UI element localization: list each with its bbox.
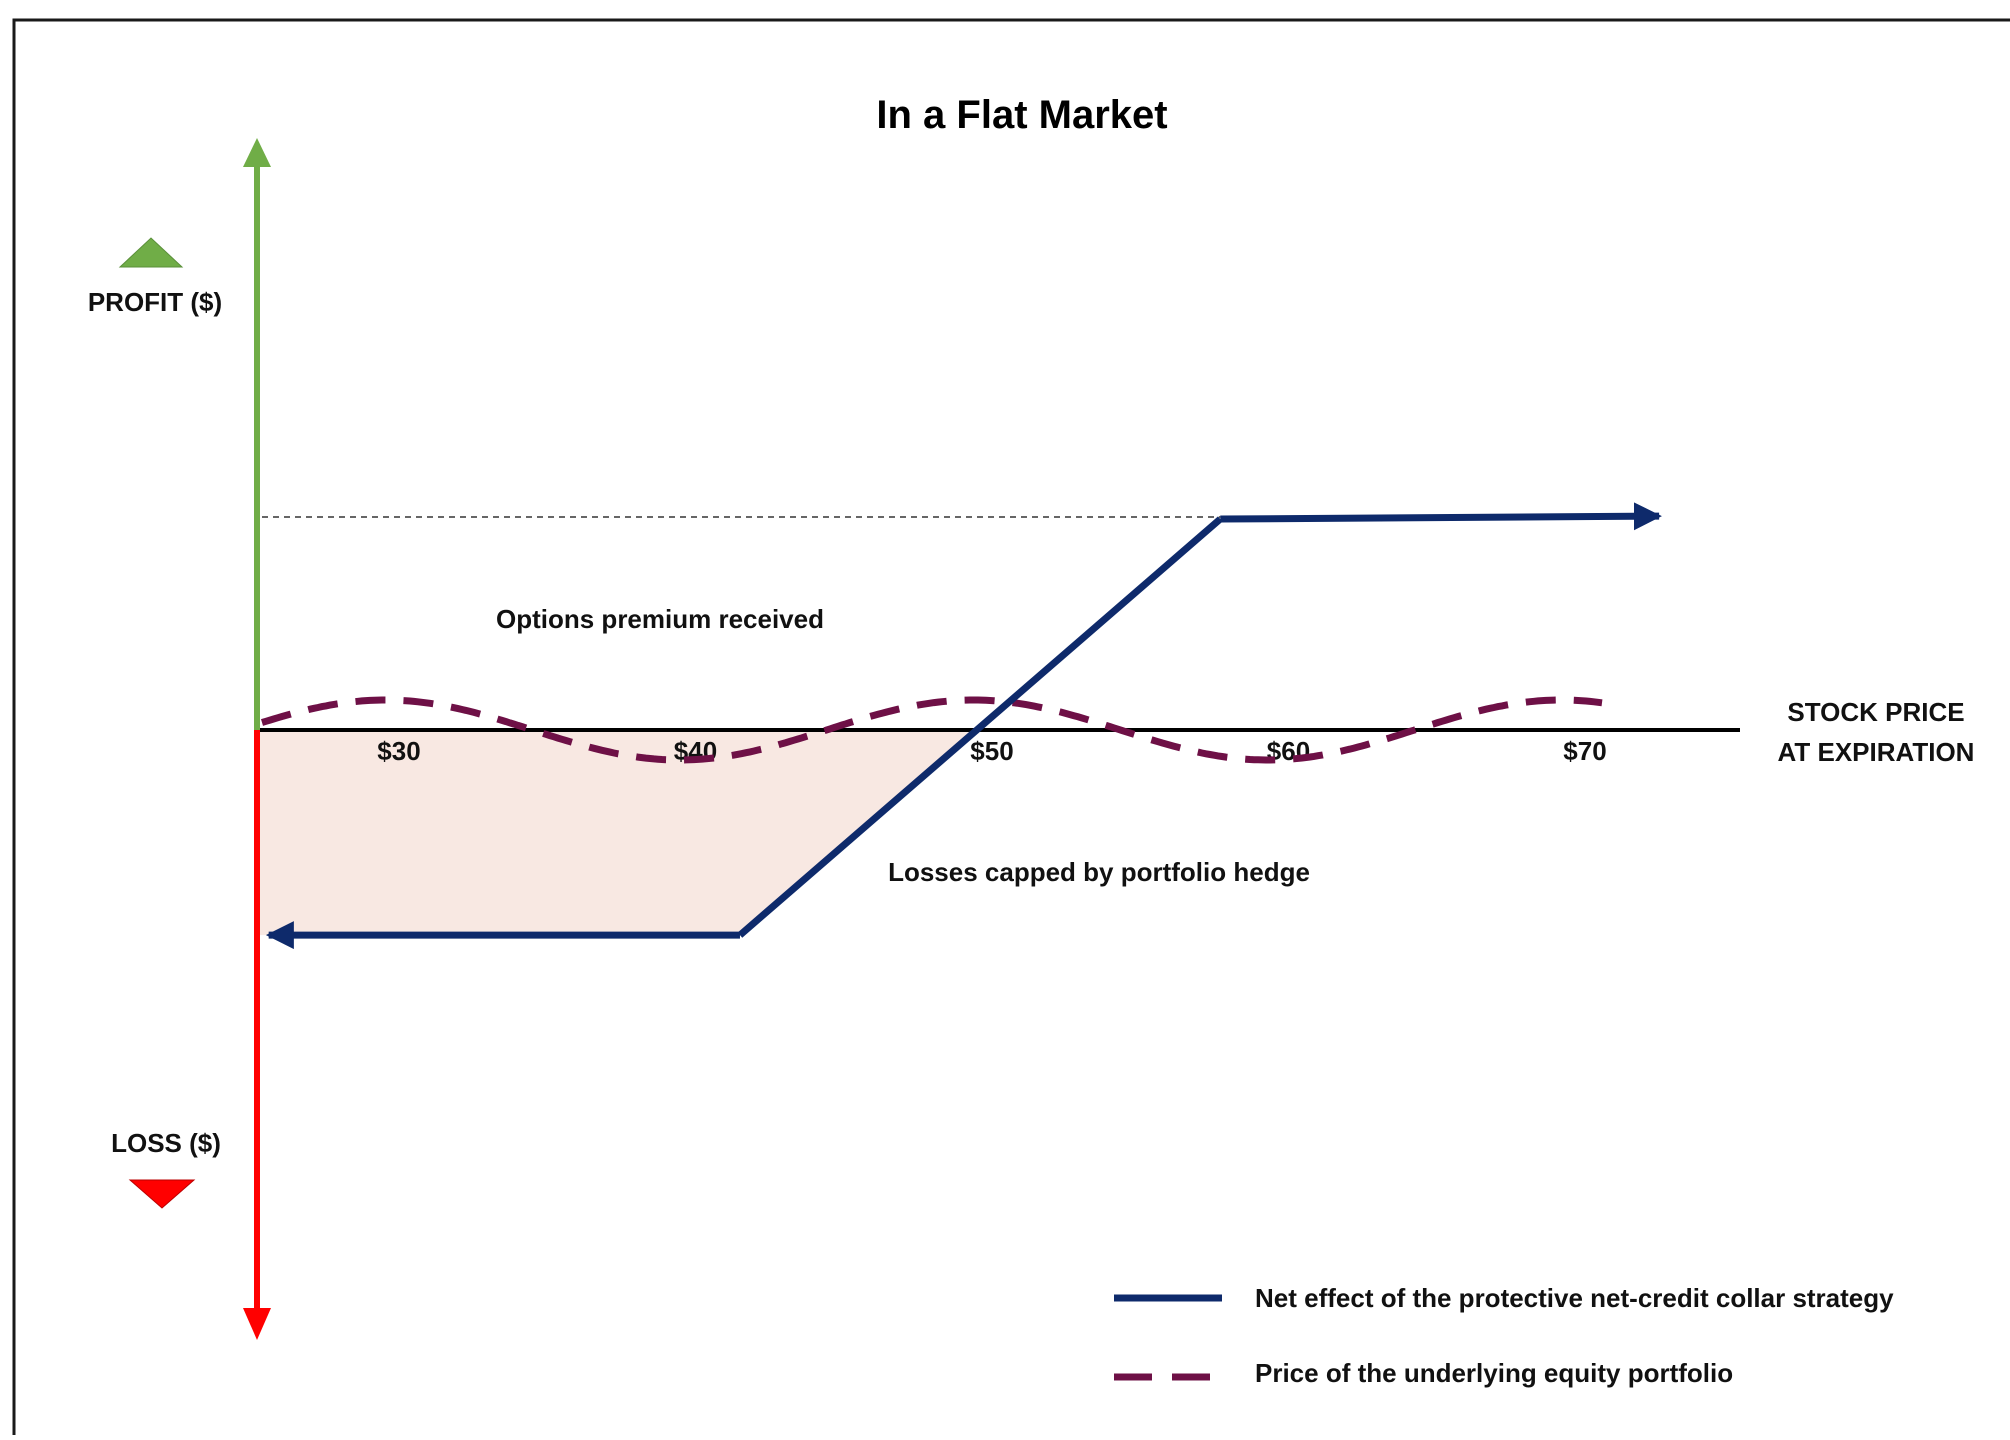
chart-border (12, 18, 2010, 1440)
x-axis-title-line1: STOCK PRICE (1787, 697, 1964, 727)
x-axis-title-line2: AT EXPIRATION (1778, 737, 1975, 767)
legend-label-net-effect: Net effect of the protective net-credit … (1255, 1283, 1894, 1313)
x-tick-labels: $30 $40 $50 $60 $70 (377, 736, 1606, 766)
x-tick-label: $70 (1563, 736, 1606, 766)
x-tick-label: $30 (377, 736, 420, 766)
loss-triangle-icon (128, 1179, 196, 1209)
series-net-effect-line (737, 516, 1223, 938)
series-underlying-equity-line (260, 696, 1603, 764)
legend: Net effect of the protective net-credit … (1114, 1283, 1894, 1388)
loss-label: LOSS ($) (111, 1128, 221, 1158)
loss-axis-arrow-icon (243, 1308, 271, 1340)
profit-label: PROFIT ($) (88, 287, 222, 317)
annotation-premium: Options premium received (496, 604, 824, 634)
annotation-losses: Losses capped by portfolio hedge (888, 857, 1310, 887)
loss-region (257, 730, 977, 936)
legend-label-underlying: Price of the underlying equity portfolio (1255, 1358, 1733, 1388)
profit-axis-arrow-icon (243, 138, 271, 167)
chart-title: In a Flat Market (876, 93, 1167, 137)
profit-triangle-icon (118, 237, 184, 268)
net-effect-right-arrow-icon (1220, 502, 1662, 531)
x-tick-label: $50 (970, 736, 1013, 766)
